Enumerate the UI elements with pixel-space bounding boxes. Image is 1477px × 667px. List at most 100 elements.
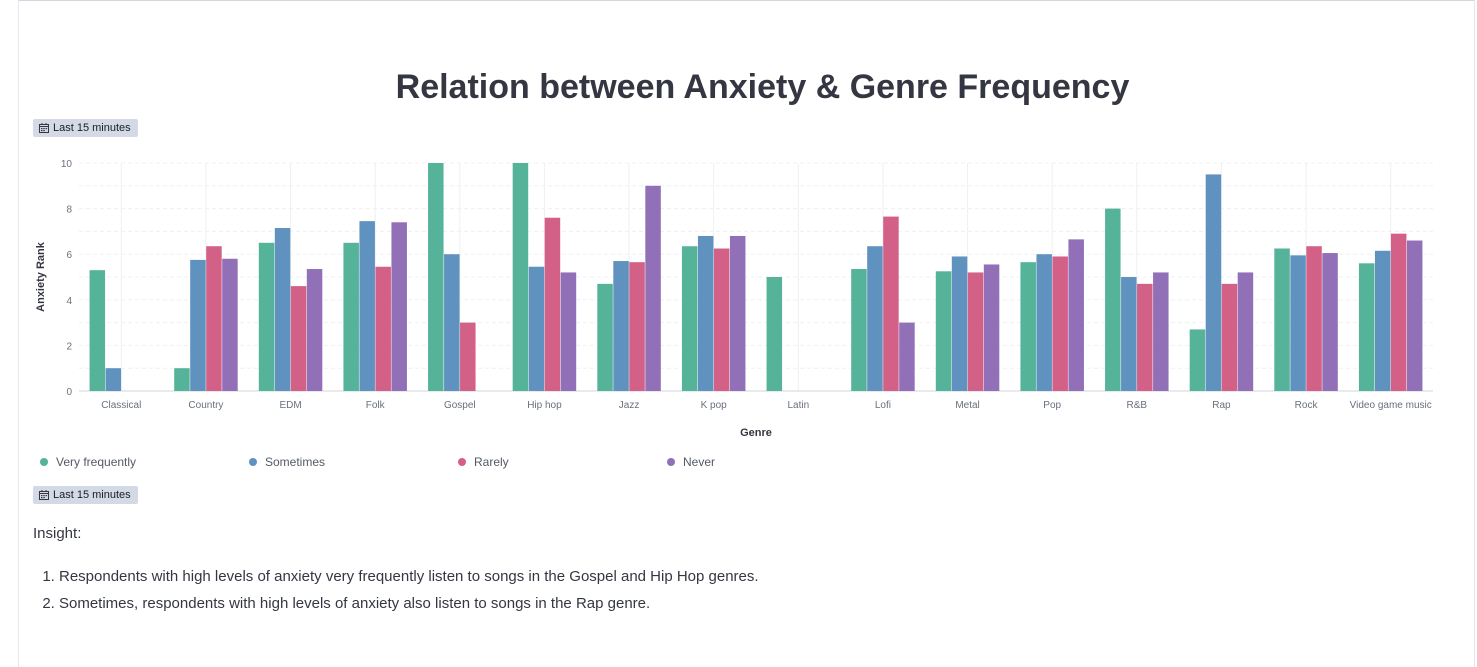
bar-sometimes [528,266,545,391]
bar-sometimes [613,261,629,391]
x-tick-label: Rock [1295,400,1319,411]
time-range-label: Last 15 minutes [53,489,131,501]
time-range-label: Last 15 minutes [53,122,131,134]
x-tick-label: Rap [1212,400,1231,411]
legend-label: Never [683,455,716,469]
bar-very-frequently [1358,263,1375,391]
bar-chart: 0 2 4 6 8 10 Classical Country EDM Folk Gospel Hip … [35,159,1433,439]
legend-label: Rarely [474,455,509,469]
bar-sometimes [697,235,714,391]
legend-swatch [458,458,466,466]
bar-very-frequently [258,242,275,391]
bar-sometimes [1290,255,1306,391]
bar-very-frequently [851,269,867,391]
bar-very-frequently [681,246,698,391]
bar-sometimes [867,246,883,391]
bar-rarely [290,286,307,391]
legend-item[interactable]: Rarely [458,455,509,469]
bar-never [983,264,1000,391]
bar-rarely [1137,283,1153,391]
bar-sometimes [1036,254,1052,391]
bar-very-frequently [1189,329,1206,391]
bar-very-frequently [512,163,529,391]
bar-very-frequently [343,242,359,391]
calendar-icon [39,123,49,133]
y-tick-label: 4 [66,296,72,307]
insight-item: Sometimes, respondents with high levels … [59,590,759,617]
calendar-icon [39,490,49,500]
x-tick-label: Lofi [875,400,891,411]
legend-label: Sometimes [265,455,326,469]
bar-sometimes [359,221,375,391]
bar-rarely [713,248,730,391]
y-axis-title: Anxiety Rank [35,241,47,312]
bar-rarely [967,272,984,391]
x-tick-label: Latin [787,400,809,411]
time-range-badge[interactable]: Last 15 minutes [33,486,138,504]
bar-rarely [1306,246,1322,391]
bar-rarely [206,246,222,391]
legend-swatch [40,458,48,466]
bar-very-frequently [935,271,952,391]
bar-never [1068,239,1084,391]
x-tick-label: EDM [279,400,301,411]
bar-sometimes [105,368,122,391]
x-tick-label: Classical [101,400,141,411]
bar-never [1153,272,1169,391]
legend-swatch [249,458,257,466]
y-tick-label: 8 [66,205,72,216]
y-tick-label: 10 [61,159,73,170]
bar-very-frequently [428,163,444,391]
bar-never [222,258,238,391]
legend-item[interactable]: Never [667,455,715,469]
bar-rarely [1052,256,1068,391]
bar-never [1406,240,1423,391]
y-tick-label: 2 [66,341,72,352]
insight-item: Respondents with high levels of anxiety … [59,563,759,590]
bar-very-frequently [766,277,783,391]
x-tick-label: Country [188,400,223,411]
y-tick-label: 0 [66,387,72,398]
bar-never [1322,253,1338,391]
bar-very-frequently [89,270,106,391]
bar-very-frequently [1020,262,1036,391]
bar-very-frequently [597,283,613,391]
bar-sometimes [1121,277,1137,391]
x-tick-label: Jazz [619,400,640,411]
bar-rarely [1221,283,1238,391]
bar-never [391,222,407,391]
bar-sometimes [951,256,968,391]
bar-rarely [1390,233,1407,391]
bar-never [1237,272,1254,391]
x-tick-label: Pop [1043,400,1061,411]
x-tick-label: Hip hop [527,400,562,411]
bar-rarely [375,266,391,391]
bar-never [306,269,323,391]
bar-very-frequently [1274,248,1290,391]
chart-title: Relation between Anxiety & Genre Frequen… [395,68,1130,106]
x-tick-label: Metal [955,400,979,411]
bar-sometimes [1374,250,1391,391]
x-tick-label: Folk [366,400,386,411]
x-tick-label: K pop [701,400,728,411]
bar-very-frequently [174,368,190,391]
legend-item[interactable]: Sometimes [249,455,325,469]
insight-heading: Insight: [33,525,82,542]
bar-sometimes [1205,174,1222,391]
time-range-badge[interactable]: Last 15 minutes [33,119,138,137]
x-tick-label: Video game music [1350,400,1432,411]
bar-sometimes [444,254,460,391]
bar-never [645,185,661,391]
bar-very-frequently [1105,208,1121,391]
bar-rarely [629,262,645,391]
legend-swatch [667,458,675,466]
bar-never [560,272,577,391]
bar-rarely [544,217,561,391]
bar-never [899,322,915,391]
bar-never [729,235,746,391]
bar-rarely [883,216,899,391]
legend-item[interactable]: Very frequently [40,455,136,469]
bar-sometimes [190,259,206,391]
legend-label: Very frequently [56,455,137,469]
y-tick-label: 6 [66,250,72,261]
